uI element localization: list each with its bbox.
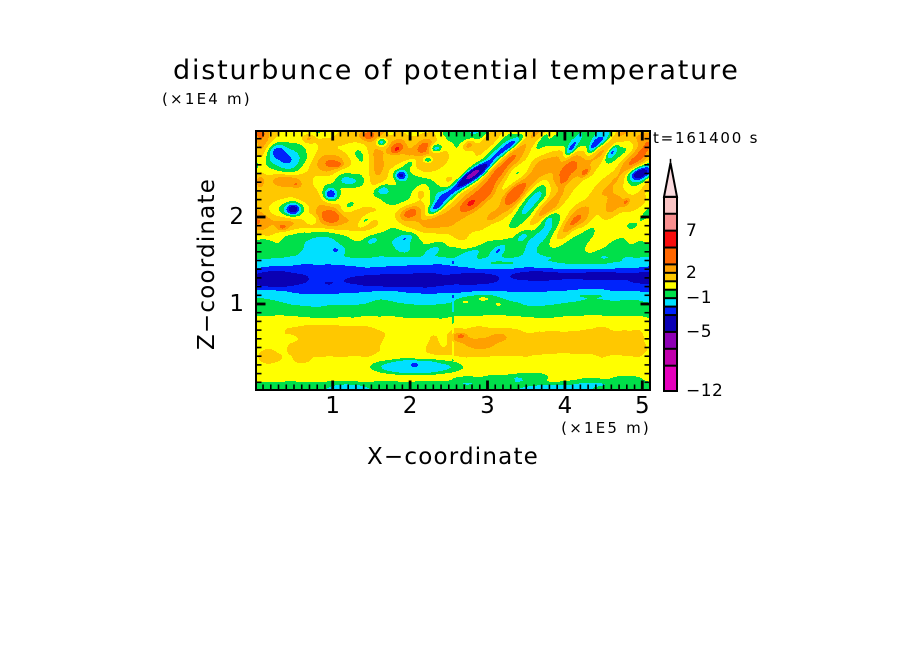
colorbar-label: −1 (686, 288, 713, 309)
colorbar-label: 2 (686, 262, 698, 283)
z-tick-label: 1 (229, 291, 244, 317)
x-tick-label: 4 (557, 393, 573, 419)
x-tick-label: 2 (402, 393, 418, 419)
x-axis-label: X−coordinate (366, 444, 540, 470)
z-axis-unit: (×1E4 m) (162, 90, 252, 108)
z-tick-label: 2 (229, 204, 244, 230)
time-label: t=161400 s (653, 129, 760, 147)
x-tick-label: 5 (634, 393, 650, 419)
colorbar-label: 7 (686, 220, 698, 241)
colorbar-label: −5 (686, 321, 713, 342)
x-axis-unit: (×1E5 m) (561, 419, 651, 437)
x-tick-label: 1 (325, 393, 340, 419)
x-tick-label: 3 (480, 393, 495, 419)
plot-title: disturbunce of potential temperature (173, 55, 740, 86)
colorbar-label: −12 (686, 381, 724, 401)
